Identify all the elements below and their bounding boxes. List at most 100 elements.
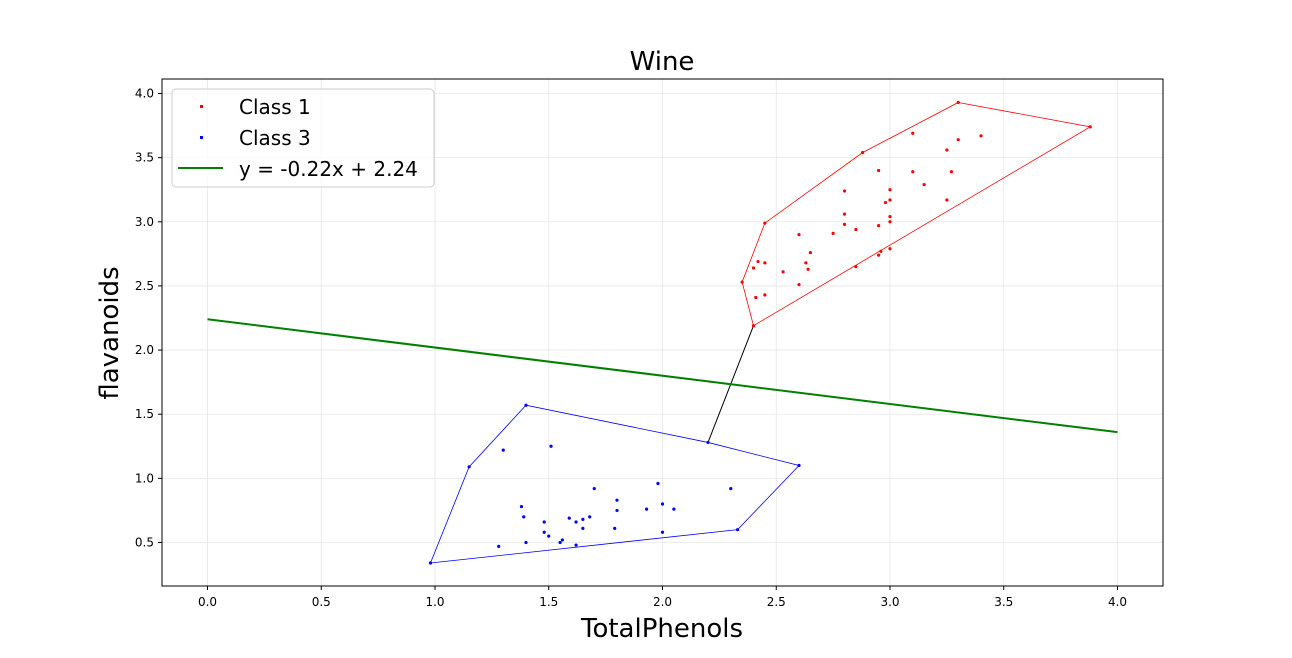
point-series-0 xyxy=(797,283,801,287)
point-series-0 xyxy=(911,170,915,174)
point-series-0 xyxy=(945,198,949,202)
legend-marker-class-1 xyxy=(200,105,203,108)
point-series-0 xyxy=(808,250,812,255)
point-series-0 xyxy=(877,253,881,257)
point-series-1 xyxy=(656,481,660,486)
x-tick-label: 1.0 xyxy=(425,595,444,609)
point-series-1 xyxy=(660,502,665,506)
point-series-0 xyxy=(797,233,801,237)
point-series-1 xyxy=(615,508,619,513)
point-series-1 xyxy=(574,520,578,524)
point-series-0 xyxy=(956,100,960,105)
point-series-1 xyxy=(574,543,578,547)
point-series-0 xyxy=(756,259,760,264)
data-points xyxy=(428,100,1092,565)
x-tick-label: 4.0 xyxy=(1108,595,1127,609)
legend-label-line: y = -0.22x + 2.24 xyxy=(239,157,418,181)
point-series-0 xyxy=(879,249,883,253)
point-series-1 xyxy=(644,507,649,511)
point-series-0 xyxy=(1088,125,1092,129)
x-axis-label: TotalPhenols xyxy=(580,614,743,644)
y-tick-label: 3.0 xyxy=(135,215,154,229)
x-tick-label: 3.0 xyxy=(880,595,899,609)
point-series-0 xyxy=(979,134,983,138)
point-series-1 xyxy=(558,540,562,545)
grid-lines xyxy=(162,79,1163,586)
point-series-0 xyxy=(854,227,858,232)
point-series-1 xyxy=(615,498,619,502)
point-series-1 xyxy=(735,528,740,532)
y-tick-label: 1.5 xyxy=(135,407,154,421)
point-series-0 xyxy=(842,212,847,216)
point-series-1 xyxy=(428,561,433,565)
point-series-1 xyxy=(524,403,528,407)
point-series-1 xyxy=(797,463,801,468)
y-tick-label: 1.0 xyxy=(135,471,154,485)
point-series-0 xyxy=(877,224,881,228)
legend: Class 1 Class 3 y = -0.22x + 2.24 xyxy=(171,88,435,188)
point-series-0 xyxy=(888,220,892,224)
point-series-0 xyxy=(854,265,858,269)
point-series-1 xyxy=(672,507,676,511)
point-series-1 xyxy=(547,534,551,538)
point-series-0 xyxy=(806,267,810,271)
y-tick-label: 4.0 xyxy=(135,87,154,101)
point-series-1 xyxy=(524,540,528,545)
point-series-0 xyxy=(888,188,892,192)
point-series-0 xyxy=(861,150,865,155)
point-series-0 xyxy=(763,261,767,265)
point-series-0 xyxy=(754,295,758,300)
point-series-1 xyxy=(501,448,505,452)
point-series-1 xyxy=(542,530,546,534)
point-series-0 xyxy=(922,182,926,187)
x-tick-label: 0.5 xyxy=(312,595,331,609)
point-series-0 xyxy=(949,170,954,174)
point-series-0 xyxy=(751,324,756,328)
point-series-1 xyxy=(497,544,501,548)
point-series-0 xyxy=(877,168,881,173)
chart-title: Wine xyxy=(630,47,695,77)
point-series-0 xyxy=(751,266,756,270)
point-series-1 xyxy=(467,465,471,469)
point-series-0 xyxy=(740,280,744,284)
hull-series-1 xyxy=(429,404,800,564)
y-axis-label: flavanoids xyxy=(95,266,125,399)
point-series-1 xyxy=(542,520,546,524)
point-series-1 xyxy=(581,526,585,530)
point-series-1 xyxy=(588,515,592,519)
point-series-1 xyxy=(706,440,710,445)
point-series-0 xyxy=(763,221,767,225)
x-tick-label: 0.0 xyxy=(198,595,217,609)
hull-series-0 xyxy=(741,102,1092,327)
x-tick-label: 1.5 xyxy=(539,595,558,609)
x-tick-label: 2.5 xyxy=(767,595,786,609)
x-tick-label: 2.0 xyxy=(653,595,672,609)
legend-label-class-1: Class 1 xyxy=(239,95,311,119)
point-series-1 xyxy=(549,444,553,448)
point-series-1 xyxy=(567,516,571,520)
legend-marker-class-3 xyxy=(200,136,203,139)
y-tick-label: 2.5 xyxy=(135,279,154,293)
point-series-0 xyxy=(956,138,960,142)
point-series-0 xyxy=(888,247,892,251)
point-series-1 xyxy=(581,517,585,522)
point-series-0 xyxy=(883,200,888,205)
legend-box xyxy=(171,88,435,188)
point-series-0 xyxy=(888,198,892,202)
point-series-0 xyxy=(842,189,847,193)
y-tick-label: 2.0 xyxy=(135,343,154,357)
point-series-0 xyxy=(804,261,808,265)
point-series-1 xyxy=(660,530,665,534)
y-tick-label: 0.5 xyxy=(135,536,154,550)
point-series-0 xyxy=(763,293,767,297)
separating-line xyxy=(207,318,1118,434)
y-axis-ticks: 0.5 1.0 1.5 2.0 2.5 3.0 3.5 4.0 xyxy=(135,87,162,550)
point-series-1 xyxy=(560,538,565,542)
y-tick-label: 3.5 xyxy=(135,151,154,165)
point-series-0 xyxy=(911,131,915,135)
point-series-1 xyxy=(522,515,526,519)
legend-label-class-3: Class 3 xyxy=(239,126,311,150)
point-series-1 xyxy=(592,487,596,491)
point-series-0 xyxy=(831,231,835,235)
